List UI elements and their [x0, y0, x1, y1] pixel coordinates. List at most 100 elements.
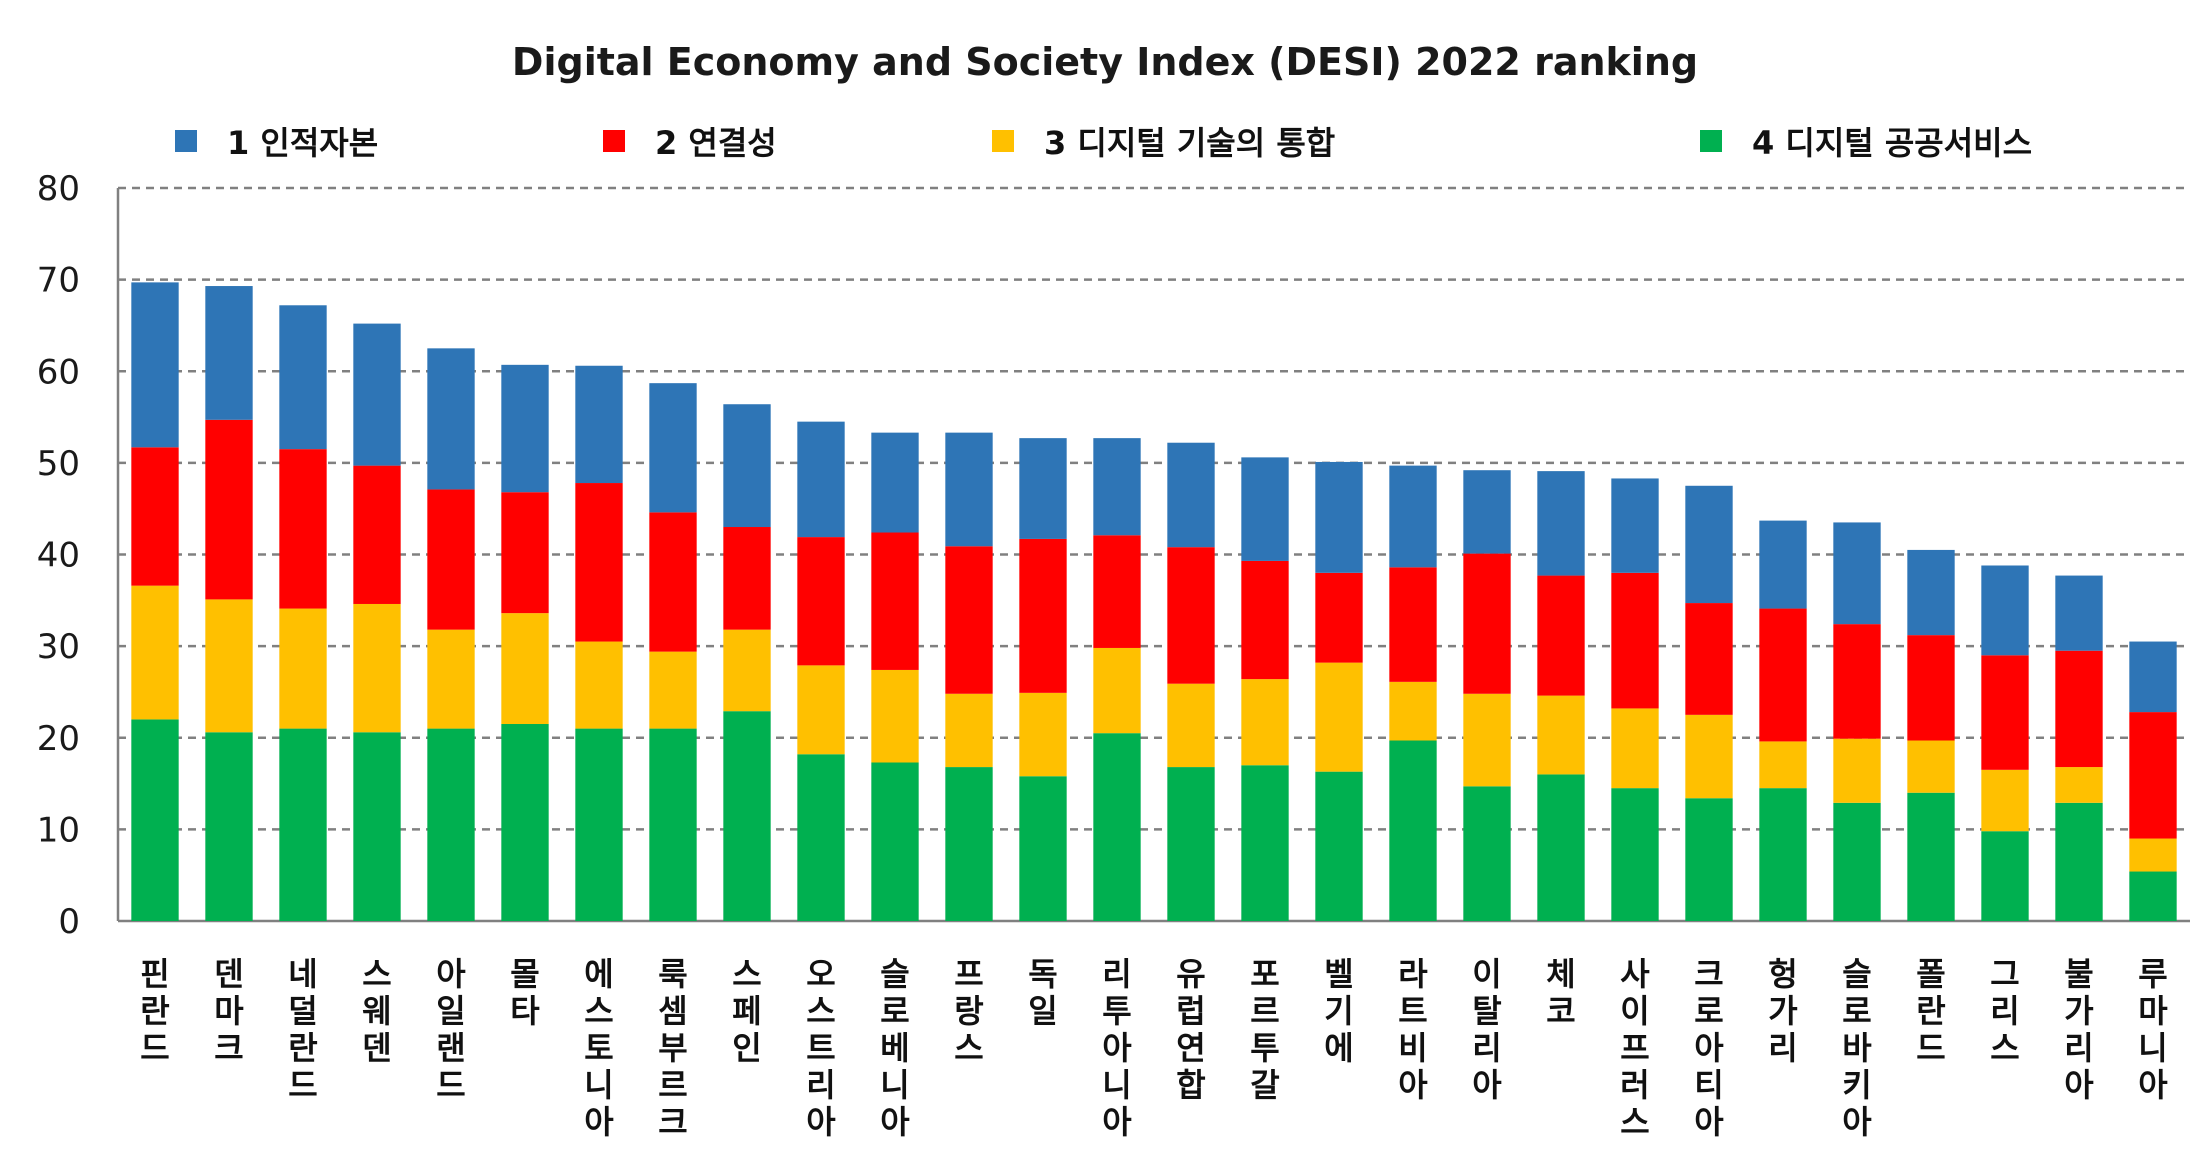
- bar-segment-series-2: [279, 449, 327, 609]
- bar-segment-series-2: [1167, 547, 1215, 684]
- bar-segment-series-3: [205, 286, 253, 420]
- bar-segment-series-3: [2055, 575, 2103, 651]
- bar-segment-series-0: [205, 732, 253, 921]
- bar-segment-series-3: [1685, 485, 1733, 604]
- bar-segment-series-0: [1167, 767, 1215, 921]
- legend-swatch-tech-integration: [992, 130, 1014, 152]
- legend-item-tech-integration: 3 디지털 기술의 통합: [992, 118, 1335, 164]
- bar-segment-series-0: [945, 767, 993, 921]
- bar-segment-series-2: [945, 546, 993, 694]
- bar-segment-series-1: [1759, 741, 1807, 789]
- bar-segment-series-3: [1981, 565, 2029, 656]
- bar-segment-series-0: [575, 728, 623, 921]
- bar-segment-series-3: [723, 404, 771, 528]
- y-tick-label: 20: [37, 719, 80, 759]
- bar-segment-series-1: [427, 629, 475, 729]
- bar-segment-series-1: [575, 641, 623, 729]
- bar-segment-series-2: [1685, 603, 1733, 715]
- bar-segment-series-3: [575, 365, 623, 484]
- bar-segment-series-2: [1907, 635, 1955, 741]
- bar-segment-series-0: [2055, 802, 2103, 921]
- bar-segment-series-2: [871, 532, 919, 670]
- bar-segment-series-1: [1019, 692, 1067, 777]
- bar-segment-series-3: [1833, 522, 1881, 625]
- bar-segment-series-1: [1241, 679, 1289, 766]
- bar-segment-series-3: [945, 432, 993, 547]
- bar-segment-series-2: [1019, 538, 1067, 693]
- bar-segment-series-2: [501, 492, 549, 614]
- bar-segment-series-1: [205, 599, 253, 733]
- bar-segment-series-1: [1611, 708, 1659, 789]
- y-tick-label: 70: [37, 261, 80, 301]
- bar-segment-series-2: [2129, 712, 2177, 839]
- bar-segment-series-1: [131, 585, 179, 720]
- bar-segment-series-2: [205, 419, 253, 600]
- legend-swatch-public-services: [1700, 130, 1722, 152]
- bar-segment-series-1: [1093, 647, 1141, 734]
- bar-segment-series-3: [427, 348, 475, 490]
- bar-segment-series-0: [1093, 733, 1141, 921]
- bar-segment-series-3: [1907, 549, 1955, 636]
- bar-segment-series-3: [1759, 520, 1807, 609]
- bar-segment-series-2: [575, 483, 623, 642]
- bar-segment-series-1: [1463, 693, 1511, 787]
- bar-segment-series-0: [649, 728, 697, 921]
- bar-segment-series-2: [1537, 575, 1585, 696]
- legend-label-human-capital: 1 인적자본: [227, 124, 379, 162]
- bar-segment-series-0: [2129, 871, 2177, 921]
- bar-segment-series-1: [871, 669, 919, 763]
- y-tick-label: 30: [37, 627, 80, 667]
- bar-segment-series-1: [2129, 838, 2177, 872]
- bar-segment-series-2: [427, 489, 475, 630]
- y-tick-label: 40: [37, 536, 80, 576]
- bar-segment-series-0: [1019, 776, 1067, 921]
- bar-segment-series-2: [1315, 572, 1363, 663]
- bar-segment-series-0: [353, 732, 401, 921]
- bar-segment-series-3: [1167, 442, 1215, 548]
- y-tick-label: 10: [37, 810, 80, 850]
- bar-segment-series-3: [649, 383, 697, 513]
- bar-segment-series-0: [871, 762, 919, 921]
- bar-segment-series-0: [131, 719, 179, 921]
- bar-segment-series-1: [723, 629, 771, 712]
- bar-segment-series-3: [501, 364, 549, 493]
- bar-segment-series-3: [353, 323, 401, 466]
- bar-segment-series-2: [723, 527, 771, 630]
- bar-segment-series-3: [2129, 641, 2177, 713]
- bar-segment-series-3: [279, 305, 327, 450]
- bar-segment-series-3: [1241, 457, 1289, 561]
- bar-segment-series-2: [1981, 655, 2029, 770]
- bar-segment-series-0: [1907, 792, 1955, 921]
- chart-legend: 1 인적자본 2 연결성 3 디지털 기술의 통합 4 디지털 공공서비스: [0, 118, 2210, 164]
- bar-segment-series-1: [1907, 740, 1955, 793]
- bar-segment-series-1: [1315, 662, 1363, 772]
- bar-segment-series-3: [1611, 478, 1659, 573]
- bar-segment-series-3: [131, 282, 179, 448]
- legend-label-public-services: 4 디지털 공공서비스: [1752, 124, 2033, 162]
- chart-title: Digital Economy and Society Index (DESI)…: [511, 40, 1699, 84]
- bar-segment-series-2: [1759, 608, 1807, 742]
- bar-segment-series-1: [1537, 695, 1585, 775]
- legend-item-human-capital: 1 인적자본: [175, 118, 378, 164]
- bar-segment-series-2: [1833, 624, 1881, 739]
- legend-label-tech-integration: 3 디지털 기술의 통합: [1044, 124, 1336, 162]
